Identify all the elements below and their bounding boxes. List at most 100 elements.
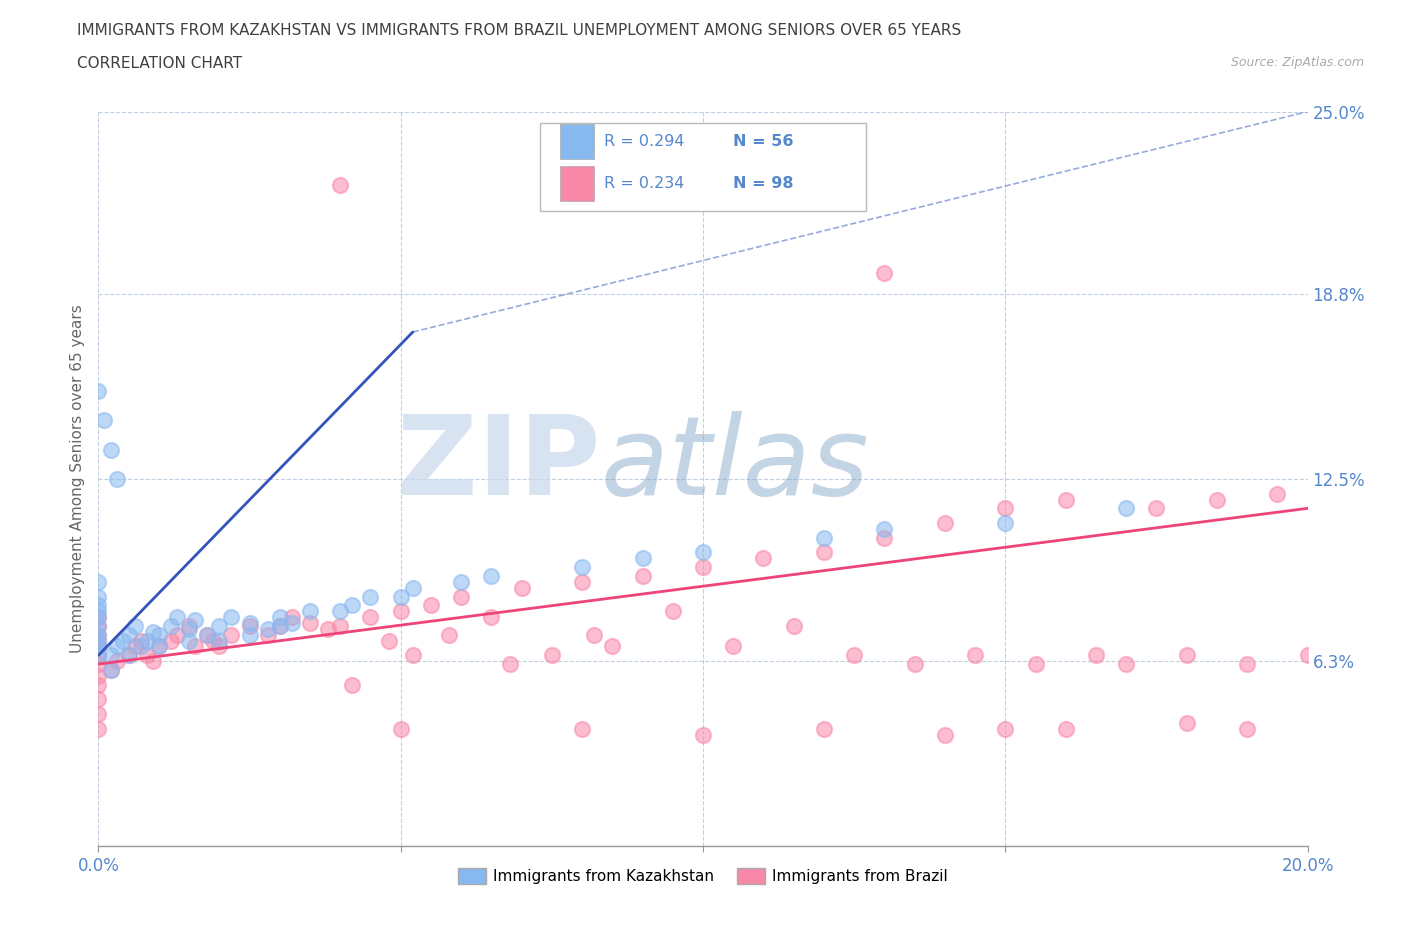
Point xyxy=(281,610,304,625)
Point xyxy=(100,442,122,457)
Point xyxy=(631,551,654,565)
Point xyxy=(135,648,157,663)
Point xyxy=(87,598,110,613)
Point xyxy=(166,610,188,625)
Point xyxy=(256,621,278,636)
Point xyxy=(87,604,110,618)
Point xyxy=(184,639,207,654)
Point xyxy=(124,639,146,654)
Point xyxy=(1175,715,1198,730)
Point xyxy=(281,616,304,631)
Point xyxy=(100,648,122,663)
Point xyxy=(148,639,170,654)
Point xyxy=(1206,492,1229,507)
Point xyxy=(873,530,896,545)
Point xyxy=(160,618,183,633)
Point xyxy=(377,633,399,648)
Text: R = 0.294: R = 0.294 xyxy=(603,134,685,149)
Point xyxy=(179,618,201,633)
Point xyxy=(179,621,201,636)
Text: N = 56: N = 56 xyxy=(734,134,794,149)
Point xyxy=(87,639,110,654)
Text: IMMIGRANTS FROM KAZAKHSTAN VS IMMIGRANTS FROM BRAZIL UNEMPLOYMENT AMONG SENIORS : IMMIGRANTS FROM KAZAKHSTAN VS IMMIGRANTS… xyxy=(77,23,962,38)
Point xyxy=(329,618,352,633)
Point xyxy=(813,722,835,737)
Point xyxy=(402,580,425,595)
Point xyxy=(420,598,443,613)
Point xyxy=(1115,657,1137,671)
Point xyxy=(142,624,165,639)
Point xyxy=(269,610,291,625)
Point xyxy=(1054,722,1077,737)
Point xyxy=(360,589,382,604)
Point xyxy=(87,707,110,722)
Point xyxy=(498,657,520,671)
Point xyxy=(813,545,835,560)
Point xyxy=(389,722,412,737)
Point xyxy=(389,589,412,604)
Point xyxy=(1236,722,1258,737)
Point xyxy=(1144,501,1167,516)
Point xyxy=(481,568,503,583)
Point xyxy=(129,639,152,654)
Point xyxy=(87,692,110,707)
Point xyxy=(87,383,110,398)
Point xyxy=(965,648,987,663)
Point xyxy=(481,610,503,625)
Point xyxy=(342,677,364,692)
Point xyxy=(450,575,472,590)
Point xyxy=(299,604,322,618)
Point xyxy=(87,618,110,633)
Point xyxy=(540,648,562,663)
Point xyxy=(87,633,110,648)
Legend: Immigrants from Kazakhstan, Immigrants from Brazil: Immigrants from Kazakhstan, Immigrants f… xyxy=(451,862,955,890)
FancyBboxPatch shape xyxy=(561,166,595,202)
Point xyxy=(105,472,128,486)
Point xyxy=(873,522,896,537)
Point xyxy=(692,545,714,560)
Point xyxy=(87,639,110,654)
Text: R = 0.234: R = 0.234 xyxy=(603,177,685,192)
Point xyxy=(1115,501,1137,516)
Point xyxy=(100,662,122,677)
Point xyxy=(692,727,714,742)
Point xyxy=(844,648,866,663)
Point xyxy=(342,598,364,613)
Point xyxy=(166,627,188,642)
Point xyxy=(118,648,141,663)
FancyBboxPatch shape xyxy=(540,123,866,211)
Point xyxy=(208,639,231,654)
Point xyxy=(752,551,775,565)
Point xyxy=(661,604,683,618)
Point xyxy=(583,627,606,642)
Point xyxy=(160,633,183,648)
Point xyxy=(1267,486,1289,501)
Point xyxy=(142,654,165,669)
Point xyxy=(129,633,152,648)
Point xyxy=(184,613,207,628)
Point xyxy=(783,618,806,633)
Point xyxy=(571,575,593,590)
Point xyxy=(87,618,110,633)
Point xyxy=(221,610,243,625)
Point xyxy=(87,648,110,663)
Point xyxy=(437,627,460,642)
Point xyxy=(934,727,956,742)
Point xyxy=(873,266,896,281)
Point xyxy=(571,722,593,737)
Point xyxy=(111,633,134,648)
Point xyxy=(256,627,278,642)
Point xyxy=(1024,657,1046,671)
Text: N = 98: N = 98 xyxy=(734,177,794,192)
Point xyxy=(571,560,593,575)
Point xyxy=(87,610,110,625)
Point xyxy=(723,639,745,654)
Point xyxy=(692,560,714,575)
Point xyxy=(118,627,141,642)
Point xyxy=(904,657,927,671)
Point xyxy=(87,677,110,692)
Point xyxy=(124,618,146,633)
Point xyxy=(105,639,128,654)
Point xyxy=(239,618,262,633)
Point xyxy=(1085,648,1108,663)
